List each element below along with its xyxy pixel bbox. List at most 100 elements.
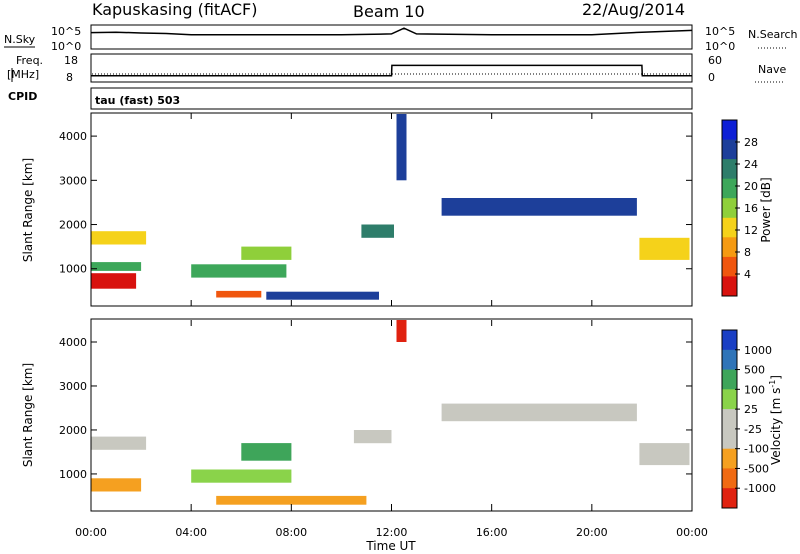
velocity-y-ticks: 4000 3000 2000 1000 — [59, 336, 692, 481]
colorbar-tick-label: -100 — [744, 443, 769, 456]
freq-tick-bottom: 8 — [66, 71, 73, 84]
x-axis-label: Time UT — [365, 539, 416, 553]
velocity-colorbar-label: Velocity [m s-1] — [768, 375, 783, 465]
heatmap-cell — [241, 443, 292, 461]
nave-tick-bottom: 0 — [708, 71, 715, 84]
cpid-value: tau (fast) 503 — [95, 94, 180, 107]
colorbar-tick-label: 100 — [744, 383, 765, 396]
noise-tick-top-right: 10^5 — [705, 25, 735, 38]
colorbar-swatch — [722, 159, 737, 180]
freq-line — [91, 64, 692, 77]
heatmap-cell — [441, 198, 637, 216]
y-tick-label: 1000 — [59, 263, 87, 276]
x-tick-label: 12:00 — [376, 526, 408, 539]
power-colorbar: 28 24 20 16 12 8 4 — [721, 119, 758, 297]
y-tick-label: 4000 — [59, 336, 87, 349]
colorbar-swatch — [722, 237, 737, 258]
heatmap-cell — [396, 320, 407, 342]
y-tick-label: 4000 — [59, 130, 87, 143]
colorbar-tick-label: 500 — [744, 364, 765, 377]
heatmap-cell — [639, 443, 690, 466]
heatmap-cell — [91, 273, 137, 289]
y-tick-label: 1000 — [59, 468, 87, 481]
colorbar-swatch — [722, 428, 737, 450]
colorbar-tick-label: -25 — [744, 423, 762, 436]
heatmap-cell — [91, 478, 142, 492]
power-y-ticks: 4000 3000 2000 1000 — [59, 130, 692, 276]
velocity-colorbar: 1000 500 100 25 -25 -100 -500 -1000 — [721, 329, 776, 509]
colorbar-tick-label: 24 — [744, 158, 758, 171]
colorbar-swatch — [722, 389, 737, 410]
power-heatmap — [91, 114, 690, 300]
cpid-label: CPID — [8, 90, 37, 103]
heatmap-cell — [266, 291, 379, 300]
cpid-panel — [90, 87, 693, 110]
colorbar-swatch — [722, 139, 737, 160]
y-tick-label: 2000 — [59, 219, 87, 232]
power-colorbar-label: Power [dB] — [759, 177, 773, 242]
heatmap-cell — [639, 237, 690, 260]
noise-tick-bottom-right: 10^0 — [705, 40, 735, 53]
noise-tick-top-left: 10^5 — [51, 25, 81, 38]
colorbar-swatch — [722, 409, 737, 430]
colorbar-tick-label: -500 — [744, 462, 769, 475]
heatmap-cell — [191, 264, 287, 278]
colorbar-swatch — [722, 349, 737, 371]
colorbar-tick-label: 1000 — [744, 344, 772, 357]
x-tick-label: 16:00 — [476, 526, 508, 539]
freq-tick-top: 18 — [64, 54, 78, 67]
noise-tick-bottom-left: 10^0 — [51, 40, 81, 53]
colorbar-tick-label: 28 — [744, 136, 758, 149]
heatmap-cell — [216, 290, 262, 298]
x-tick-label: 00:00 — [75, 526, 107, 539]
nave-tick-top: 60 — [708, 54, 722, 67]
velocity-heatmap — [91, 320, 690, 505]
x-tick-label: 04:00 — [175, 526, 207, 539]
y-tick-label: 3000 — [59, 380, 87, 393]
heatmap-cell — [441, 403, 637, 422]
colorbar-swatch — [722, 178, 737, 199]
x-tick-label: 00:00 — [676, 526, 708, 539]
beam-title: Beam 10 — [353, 2, 425, 21]
heatmap-cell — [191, 469, 292, 483]
station-title: Kapuskasing (fitACF) — [92, 0, 257, 19]
x-tick-label: 20:00 — [576, 526, 608, 539]
heatmap-cell — [353, 430, 392, 444]
colorbar-tick-label: 12 — [744, 224, 758, 237]
freq-label-1: Freq. — [16, 54, 43, 67]
colorbar-frame — [721, 329, 738, 509]
freq-panel — [90, 53, 693, 83]
noise-panel — [90, 24, 693, 50]
colorbar-swatch — [722, 198, 737, 219]
heatmap-cell — [91, 436, 147, 450]
colorbar-swatch — [722, 217, 737, 238]
heatmap-cell — [91, 231, 147, 245]
heatmap-cell — [361, 224, 394, 238]
colorbar-swatch — [722, 369, 737, 390]
noise-right-label: N.Search — [748, 28, 798, 41]
nave-label: Nave — [758, 63, 786, 76]
heatmap-cell — [91, 262, 142, 271]
power-ylabel: Slant Range [km] — [21, 158, 35, 262]
colorbar-swatch — [722, 120, 737, 141]
freq-label-2: [MHz] — [7, 68, 39, 81]
colorbar-swatch — [722, 448, 737, 469]
colorbar-tick-label: 16 — [744, 202, 758, 215]
colorbar-swatch — [722, 276, 737, 297]
noise-sky-line — [90, 27, 693, 36]
noise-left-label: N.Sky — [4, 33, 36, 46]
colorbar-tick-label: 4 — [744, 268, 751, 281]
colorbar-tick-label: -1000 — [744, 482, 776, 495]
heatmap-cell — [396, 114, 407, 181]
x-tick-label: 08:00 — [275, 526, 307, 539]
y-tick-label: 2000 — [59, 424, 87, 437]
x-axis-ticks: 00:00 04:00 08:00 12:00 16:00 20:00 00:00 — [75, 113, 708, 539]
colorbar-swatch — [722, 488, 737, 509]
colorbar-tick-label: 8 — [744, 246, 751, 259]
velocity-ylabel: Slant Range [km] — [21, 363, 35, 467]
y-tick-label: 3000 — [59, 174, 87, 187]
heatmap-cell — [216, 495, 367, 505]
date-title: 22/Aug/2014 — [582, 0, 685, 19]
colorbar-tick-label: 20 — [744, 180, 758, 193]
